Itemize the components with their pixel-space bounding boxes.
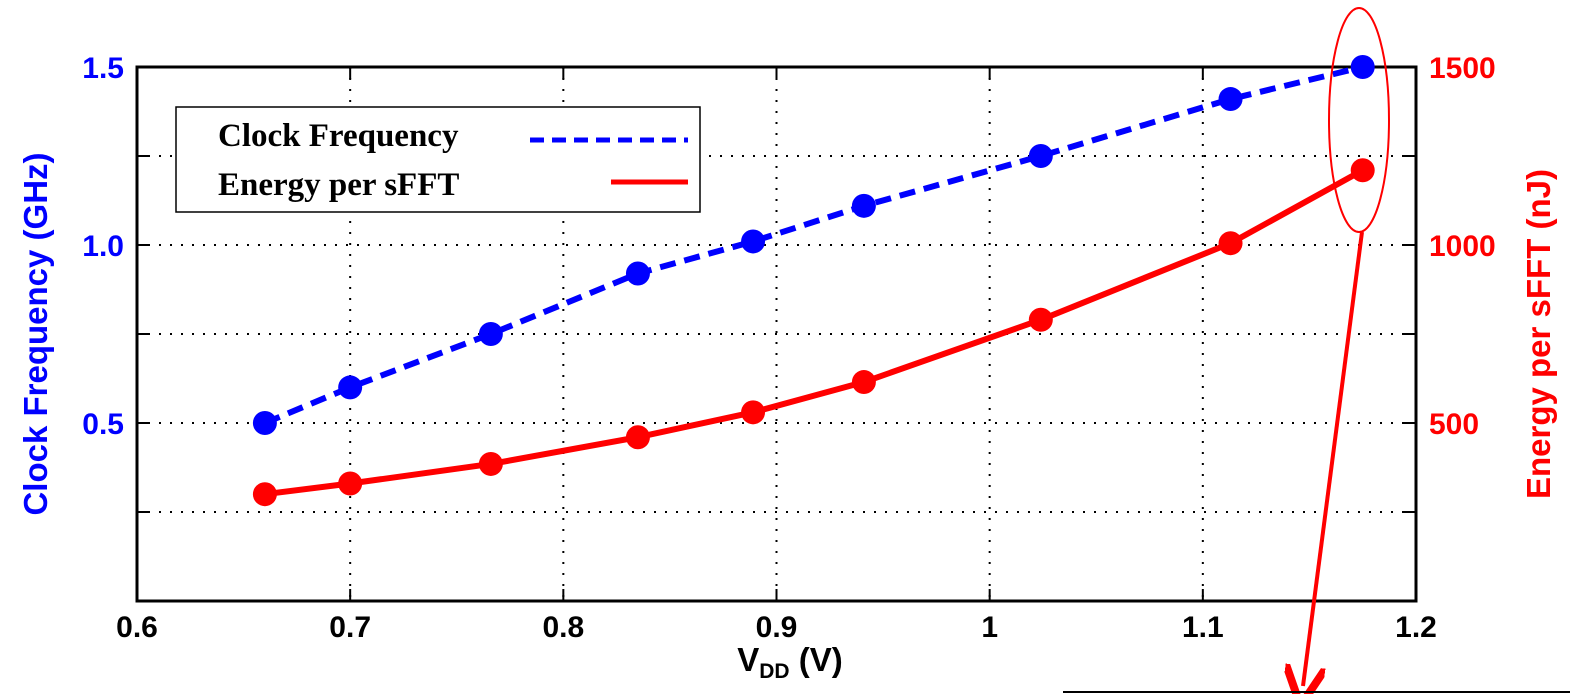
y-left-tick-label: 1.5: [82, 52, 124, 85]
data-point-energy-per-sfft: [252, 482, 277, 507]
y-axis-right-title: Energy per sFFT (nJ): [1520, 169, 1557, 499]
y-right-tick-label: 1000: [1429, 230, 1496, 263]
y-right-tick-label: 500: [1429, 408, 1479, 441]
data-point-clock-frequency: [1218, 87, 1243, 112]
x-axis-title-unit: (V): [790, 641, 843, 678]
data-point-clock-frequency: [252, 411, 277, 435]
series-line-clock-frequency: [263, 64, 1364, 426]
data-point-energy-per-sfft: [1218, 231, 1243, 256]
data-point-energy-per-sfft: [1028, 307, 1053, 332]
x-axis-title-main: V: [737, 641, 759, 678]
data-point-clock-frequency: [338, 375, 363, 400]
x-axis-title: VDD (V): [737, 641, 843, 683]
data-point-clock-frequency: [741, 229, 766, 254]
y-right-tick-label: 1500: [1429, 52, 1496, 85]
y-axis-left-title: Clock Frequency (GHz): [17, 152, 54, 515]
y-left-tick-label: 1.0: [82, 230, 124, 263]
data-point-energy-per-sfft: [625, 425, 650, 450]
x-tick-label: 0.9: [756, 611, 798, 644]
data-point-energy-per-sfft: [478, 451, 503, 476]
x-tick-label: 1: [981, 611, 998, 644]
highlight-ellipse: [1328, 7, 1390, 233]
x-tick-label: 0.8: [542, 611, 584, 644]
x-tick-label: 1.1: [1182, 611, 1224, 644]
data-point-energy-per-sfft: [741, 400, 766, 425]
legend-box: [175, 106, 701, 213]
data-point-clock-frequency: [851, 193, 876, 218]
tick-labels: 0.6 0.7 0.8 0.9 1 1.1 1.2 0.5 1.0 1.5 500 1000 1500: [82, 52, 1495, 644]
series-layer: [252, 55, 1375, 507]
legend-label-clock-frequency: Clock Frequency: [218, 118, 459, 154]
x-tick-label: 1.2: [1395, 611, 1437, 644]
data-point-energy-per-sfft: [851, 370, 876, 395]
legend: Clock Frequency Energy per sFFT: [175, 106, 701, 213]
data-point-energy-per-sfft: [338, 471, 363, 496]
x-axis-title-sub: DD: [759, 660, 789, 683]
data-point-clock-frequency: [478, 322, 503, 346]
legend-label-energy-per-sfft: Energy per sFFT: [218, 167, 459, 203]
data-point-clock-frequency: [1028, 144, 1053, 168]
annotation-arrow: [1303, 231, 1364, 686]
data-point-energy-per-sfft: [1350, 158, 1375, 183]
x-tick-label: 0.7: [329, 611, 371, 644]
axis-ticks: [136, 67, 1417, 601]
x-tick-label: 0.6: [116, 611, 158, 644]
data-point-clock-frequency: [1350, 55, 1375, 79]
y-left-tick-label: 0.5: [82, 408, 124, 441]
data-point-clock-frequency: [625, 261, 650, 286]
